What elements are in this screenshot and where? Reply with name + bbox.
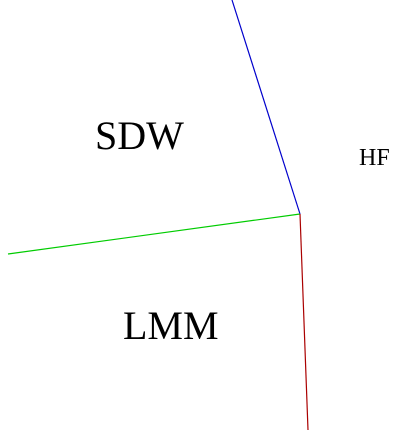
sdw-region-label: SDW [95,113,184,158]
hf-region-label: HF [359,145,390,171]
sdw-hf-boundary-line [231,0,301,215]
lmm-region-label: LMM [123,303,219,348]
lmm-hf-boundary-line [299,213,309,431]
sdw-lmm-boundary-line [7,213,301,255]
